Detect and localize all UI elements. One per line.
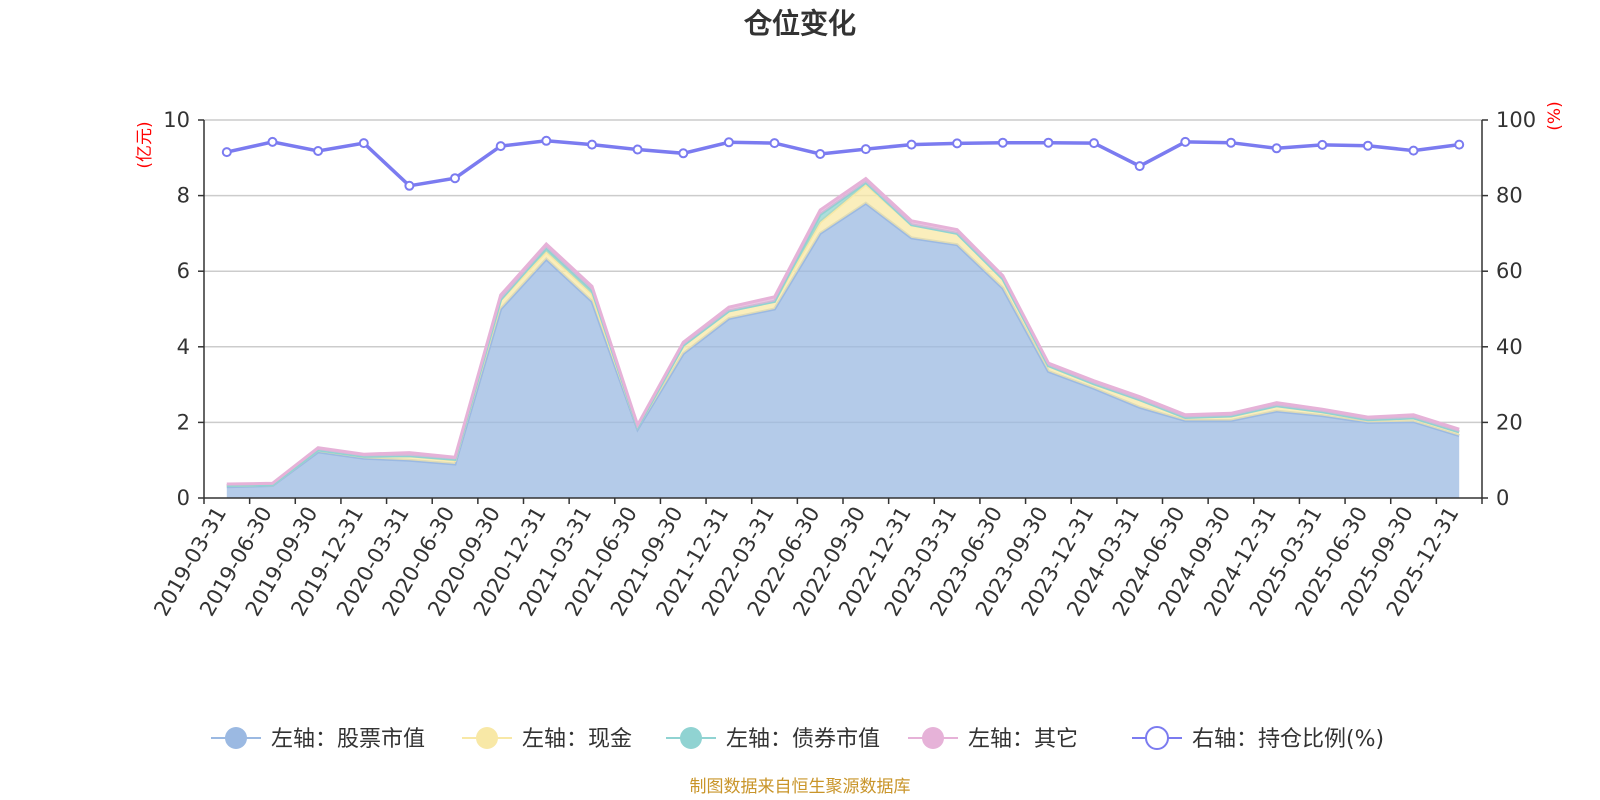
left-axis-tick-label: 0	[177, 486, 190, 510]
right-axis-tick-label: 80	[1496, 184, 1523, 208]
right-axis-unit: (%)	[1545, 101, 1565, 130]
ratio-point	[815, 149, 826, 159]
ratio-point	[587, 139, 597, 150]
chart-title: 仓位变化	[744, 7, 856, 40]
ratio-point	[952, 138, 963, 149]
ratio-point	[267, 136, 278, 147]
legend: 左轴：股票市值 左轴：现金 左轴：债券市值 左轴：其它 右轴：持仓比例(%)	[211, 726, 1384, 752]
legend-label: 右轴：持仓比例(%)	[1192, 727, 1384, 752]
ratio-point	[313, 146, 324, 156]
ratio-point	[1180, 136, 1191, 147]
right-axis-tick-label: 0	[1496, 486, 1509, 510]
holding-ratio-line	[221, 135, 1465, 191]
left-axis-unit: (亿元)	[135, 121, 155, 168]
legend-label: 左轴：股票市值	[271, 727, 425, 752]
legend-label: 左轴：现金	[522, 727, 632, 752]
stacked-areas	[226, 176, 1460, 498]
ratio-point	[723, 137, 734, 148]
ratio-point	[1317, 139, 1328, 150]
legend-marker	[680, 727, 702, 749]
ratio-point	[678, 148, 689, 159]
right-axis-tick-label: 60	[1496, 259, 1523, 283]
ratio-point	[358, 138, 369, 149]
ratio-point	[997, 137, 1008, 148]
ratio-point	[404, 180, 415, 191]
right-axis-tick-label: 100	[1496, 108, 1536, 132]
ratio-point	[221, 147, 232, 158]
ratio-point	[495, 141, 506, 152]
ratio-point	[541, 135, 552, 146]
ratio-point	[632, 144, 643, 155]
data-source: 制图数据来自恒生聚源数据库	[690, 777, 911, 797]
ratio-point	[906, 139, 917, 150]
left-axis-tick-label: 2	[177, 410, 190, 434]
legend-marker	[225, 727, 247, 749]
legend-marker	[1145, 726, 1169, 750]
ratio-point	[450, 173, 460, 184]
ratio-point	[1408, 145, 1419, 156]
ratio-point	[1271, 143, 1282, 154]
left-axis-tick-label: 4	[177, 335, 190, 359]
area-line-series-3	[226, 176, 1460, 486]
legend-marker	[922, 727, 944, 749]
right-axis-tick-label: 40	[1496, 335, 1523, 359]
left-axis-tick-label: 10	[163, 108, 190, 132]
left-axis-tick-label: 8	[177, 184, 190, 208]
ratio-point	[1043, 137, 1054, 148]
ratio-point	[1089, 138, 1099, 149]
area-series-0	[226, 203, 1460, 498]
ratio-point	[1454, 139, 1465, 150]
ratio-point	[1362, 140, 1373, 151]
right-axis-tick-label: 20	[1496, 410, 1523, 434]
left-axis-tick-label: 6	[177, 259, 190, 283]
ratio-point	[1134, 161, 1145, 172]
ratio-point	[860, 144, 871, 155]
ratio-point	[769, 138, 780, 149]
legend-marker	[476, 727, 498, 749]
legend-label: 左轴：债券市值	[726, 727, 880, 752]
legend-label: 左轴：其它	[968, 727, 1078, 752]
ratio-line-path	[226, 139, 1460, 188]
ratio-point	[1226, 137, 1236, 148]
